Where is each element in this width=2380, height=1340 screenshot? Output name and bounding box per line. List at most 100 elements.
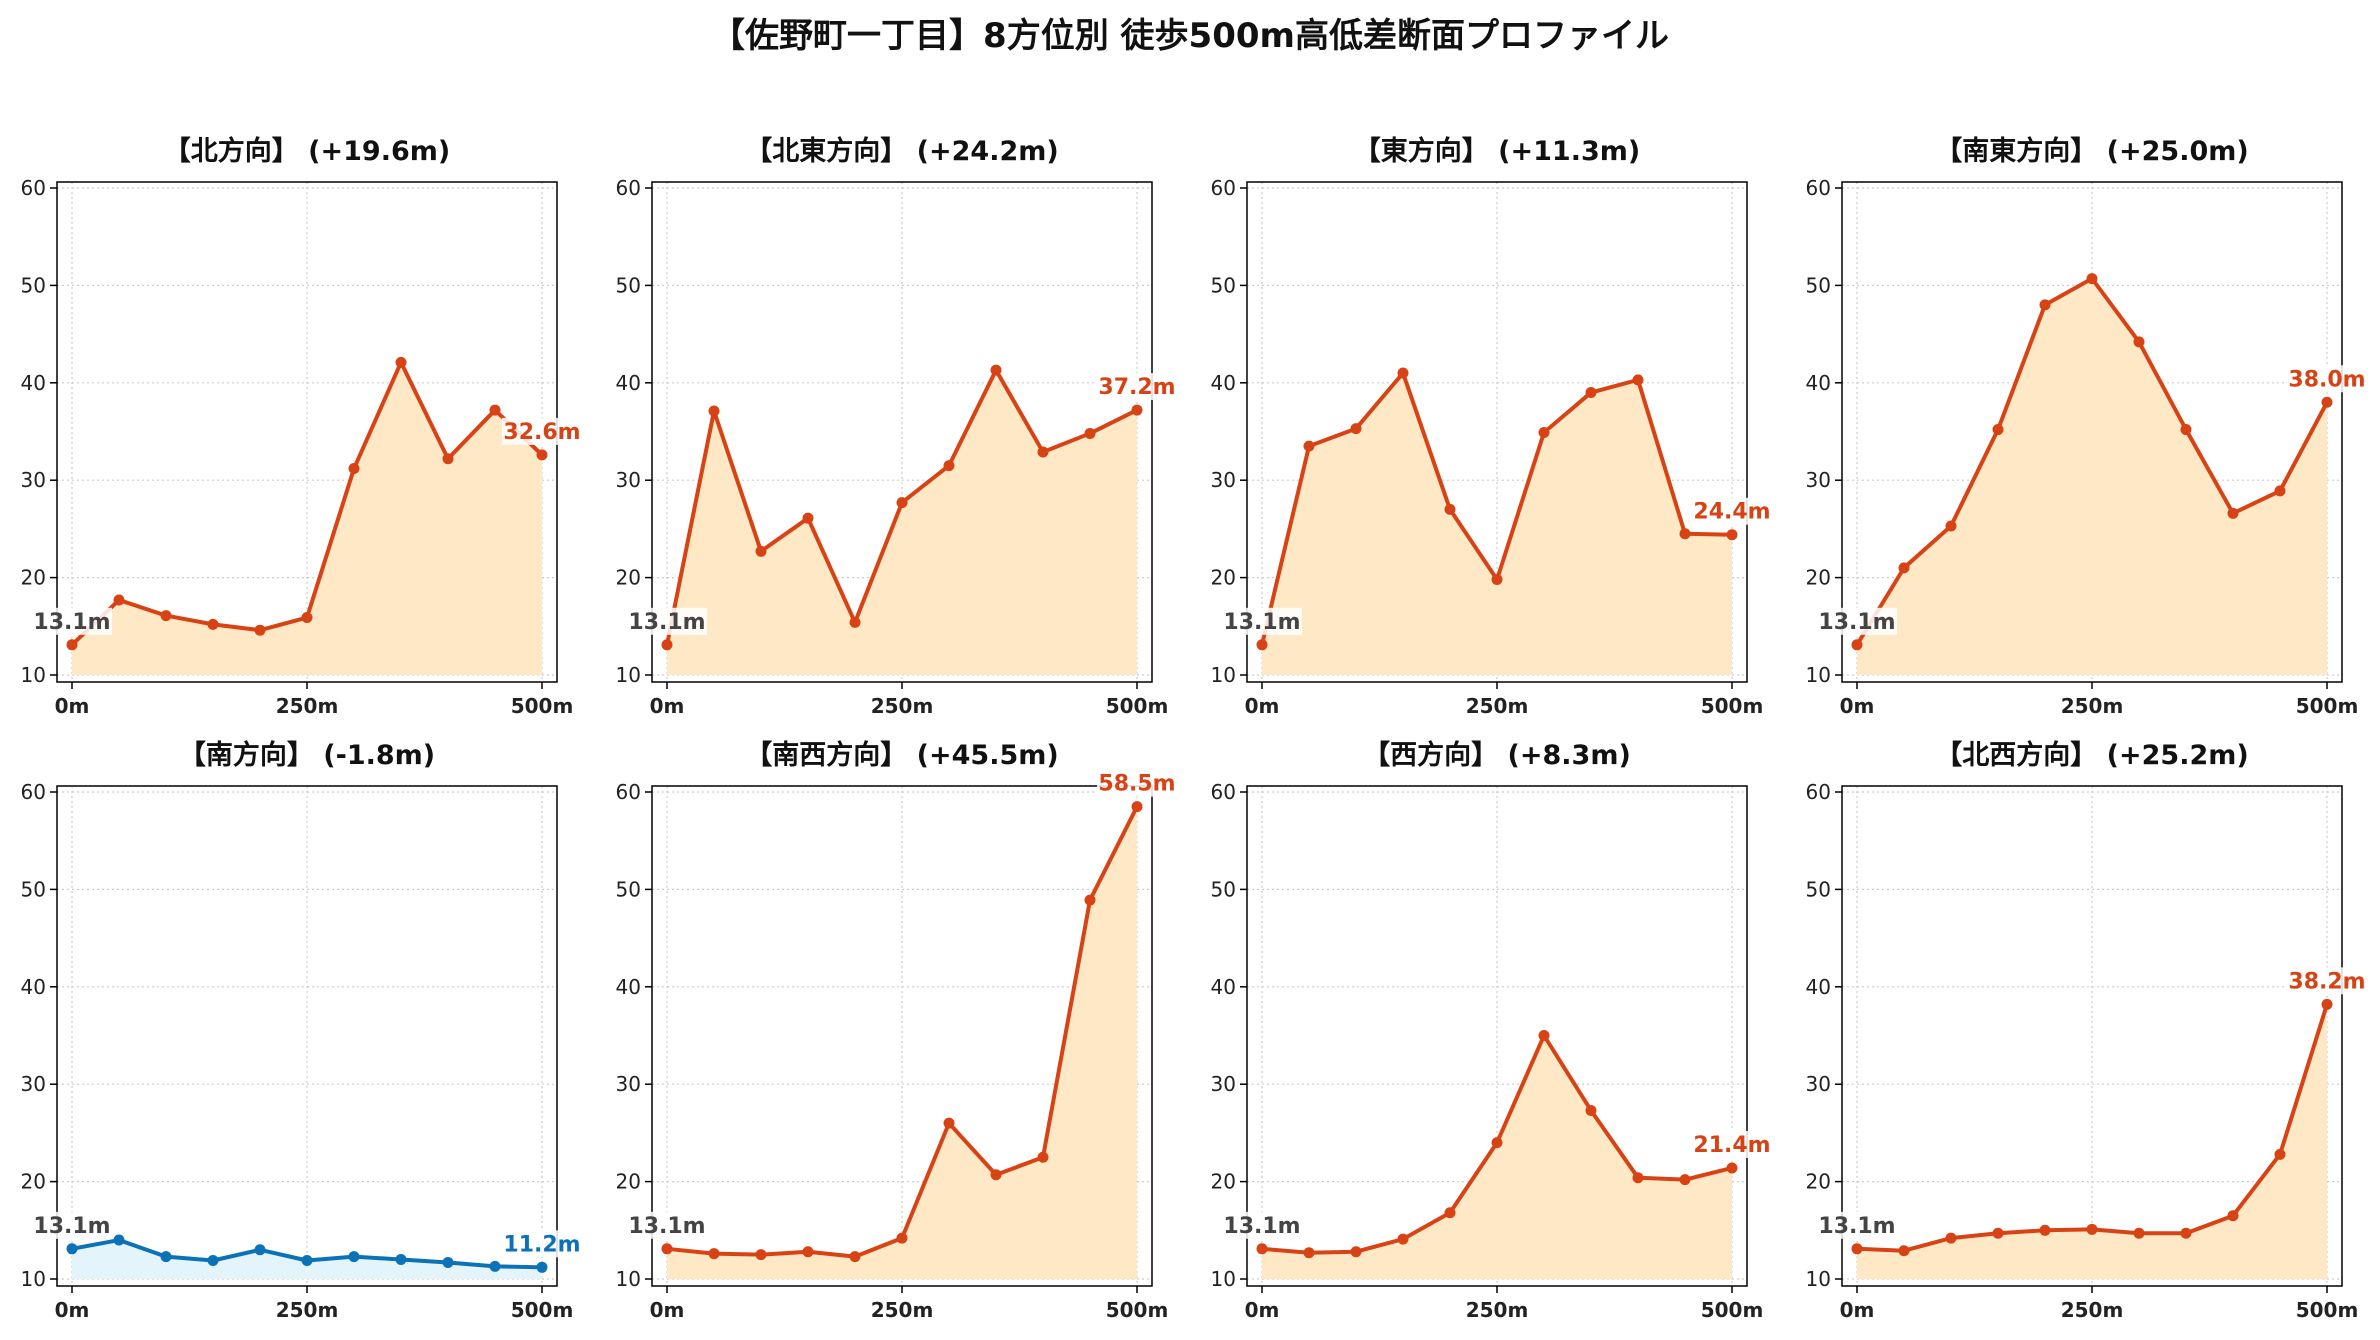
y-tick-label: 30 bbox=[21, 468, 46, 492]
y-tick-label: 30 bbox=[1806, 468, 1831, 492]
data-point bbox=[254, 624, 266, 636]
data-point bbox=[943, 1117, 955, 1129]
y-tick-label: 60 bbox=[616, 176, 641, 200]
data-point bbox=[113, 594, 125, 606]
x-tick-label: 0m bbox=[650, 694, 685, 718]
data-point bbox=[661, 639, 673, 651]
data-point bbox=[896, 497, 908, 509]
data-point bbox=[207, 1254, 219, 1266]
data-point bbox=[1084, 427, 1096, 439]
x-tick-label: 250m bbox=[276, 1298, 339, 1322]
area-fill bbox=[1262, 373, 1732, 675]
data-point bbox=[1538, 1030, 1550, 1041]
y-tick-label: 60 bbox=[21, 780, 46, 804]
data-point bbox=[1491, 1137, 1503, 1149]
end-label: 38.2m bbox=[2288, 969, 2365, 994]
data-point bbox=[990, 1169, 1002, 1181]
data-point bbox=[708, 405, 720, 417]
x-tick-label: 0m bbox=[1245, 694, 1280, 718]
start-label: 13.1m bbox=[33, 1214, 110, 1239]
data-point bbox=[442, 1256, 454, 1268]
y-tick-label: 40 bbox=[1806, 371, 1831, 395]
y-tick-label: 30 bbox=[1211, 468, 1236, 492]
data-point bbox=[755, 1249, 767, 1261]
x-tick-label: 250m bbox=[1466, 694, 1529, 718]
data-point bbox=[536, 1261, 548, 1273]
data-point bbox=[2039, 1224, 2051, 1236]
y-tick-label: 10 bbox=[616, 1267, 641, 1291]
data-point bbox=[1726, 1162, 1738, 1174]
data-point bbox=[1898, 562, 1910, 574]
x-tick-label: 500m bbox=[1106, 694, 1169, 718]
y-tick-label: 60 bbox=[1806, 176, 1831, 200]
data-point bbox=[348, 1251, 360, 1263]
area-fill bbox=[667, 806, 1137, 1279]
data-point bbox=[2274, 485, 2286, 497]
data-point bbox=[1538, 426, 1550, 438]
start-label-bg bbox=[32, 1211, 112, 1239]
data-point bbox=[1303, 440, 1315, 452]
y-tick-label: 10 bbox=[21, 663, 46, 687]
y-tick-label: 10 bbox=[1806, 1267, 1831, 1291]
y-tick-label: 40 bbox=[1211, 975, 1236, 999]
end-label-bg bbox=[2287, 365, 2367, 393]
data-point bbox=[1632, 1172, 1644, 1184]
data-point bbox=[1945, 1232, 1957, 1244]
data-point bbox=[2133, 336, 2145, 348]
chart-panel-5: 【南西方向】 (+45.5m) 10 20 30 40 50 60 0m 250m 500m 13.… bbox=[616, 739, 1177, 1322]
y-tick-label: 50 bbox=[21, 877, 46, 901]
start-label: 13.1m bbox=[628, 610, 705, 635]
start-label: 13.1m bbox=[1818, 610, 1895, 635]
y-tick-label: 20 bbox=[1806, 1170, 1831, 1194]
end-label-bg bbox=[502, 417, 582, 445]
x-tick-label: 500m bbox=[2296, 694, 2359, 718]
x-tick-label: 0m bbox=[1840, 694, 1875, 718]
data-point bbox=[395, 356, 407, 368]
end-label-bg bbox=[1097, 769, 1177, 797]
data-point bbox=[1898, 1245, 1910, 1257]
start-label-bg bbox=[1817, 1211, 1897, 1239]
y-tick-label: 60 bbox=[1806, 780, 1831, 804]
end-label-bg bbox=[2287, 967, 2367, 995]
chart-panel-4: 【南方向】 (-1.8m) 10 20 30 40 50 60 0m 250m 500m 13.1m… bbox=[21, 739, 582, 1322]
y-tick-label: 30 bbox=[1211, 1072, 1236, 1096]
data-point bbox=[1397, 1233, 1409, 1245]
y-tick-label: 60 bbox=[616, 780, 641, 804]
x-tick-label: 0m bbox=[55, 694, 90, 718]
data-point bbox=[536, 449, 548, 461]
data-point bbox=[1350, 423, 1362, 435]
y-tick-label: 20 bbox=[1211, 566, 1236, 590]
y-tick-label: 50 bbox=[21, 273, 46, 297]
data-point bbox=[489, 404, 501, 416]
data-point bbox=[207, 618, 219, 630]
data-point bbox=[802, 1246, 814, 1258]
y-tick-label: 40 bbox=[1806, 975, 1831, 999]
start-label: 13.1m bbox=[33, 610, 110, 635]
y-tick-label: 30 bbox=[616, 468, 641, 492]
chart-panel-0: 【北方向】 (+19.6m) 10 20 30 40 50 60 0m 250m 500m 13.1… bbox=[21, 135, 582, 718]
start-label-bg bbox=[1222, 607, 1302, 635]
data-point bbox=[1632, 374, 1644, 386]
start-label-bg bbox=[1222, 1211, 1302, 1239]
data-point bbox=[1585, 1104, 1597, 1116]
data-point bbox=[2321, 396, 2333, 408]
data-point bbox=[2180, 424, 2192, 436]
data-point bbox=[301, 1254, 313, 1266]
end-label: 38.0m bbox=[2288, 367, 2365, 392]
y-tick-label: 50 bbox=[616, 273, 641, 297]
x-tick-label: 250m bbox=[871, 1298, 934, 1322]
data-point bbox=[1679, 528, 1691, 540]
x-tick-label: 250m bbox=[2061, 694, 2124, 718]
x-tick-label: 250m bbox=[276, 694, 339, 718]
data-point bbox=[1726, 529, 1738, 541]
panel-title: 【北西方向】 (+25.2m) bbox=[1935, 739, 2248, 771]
chart-panel-6: 【西方向】 (+8.3m) 10 20 30 40 50 60 0m 250m 500m 13.1m… bbox=[1211, 739, 1772, 1322]
data-point bbox=[1992, 1227, 2004, 1239]
data-point bbox=[1397, 367, 1409, 379]
end-label: 32.6m bbox=[503, 420, 580, 445]
panel-title: 【南東方向】 (+25.0m) bbox=[1935, 135, 2248, 167]
y-tick-label: 40 bbox=[616, 975, 641, 999]
data-point bbox=[1585, 387, 1597, 399]
y-tick-label: 20 bbox=[616, 1170, 641, 1194]
